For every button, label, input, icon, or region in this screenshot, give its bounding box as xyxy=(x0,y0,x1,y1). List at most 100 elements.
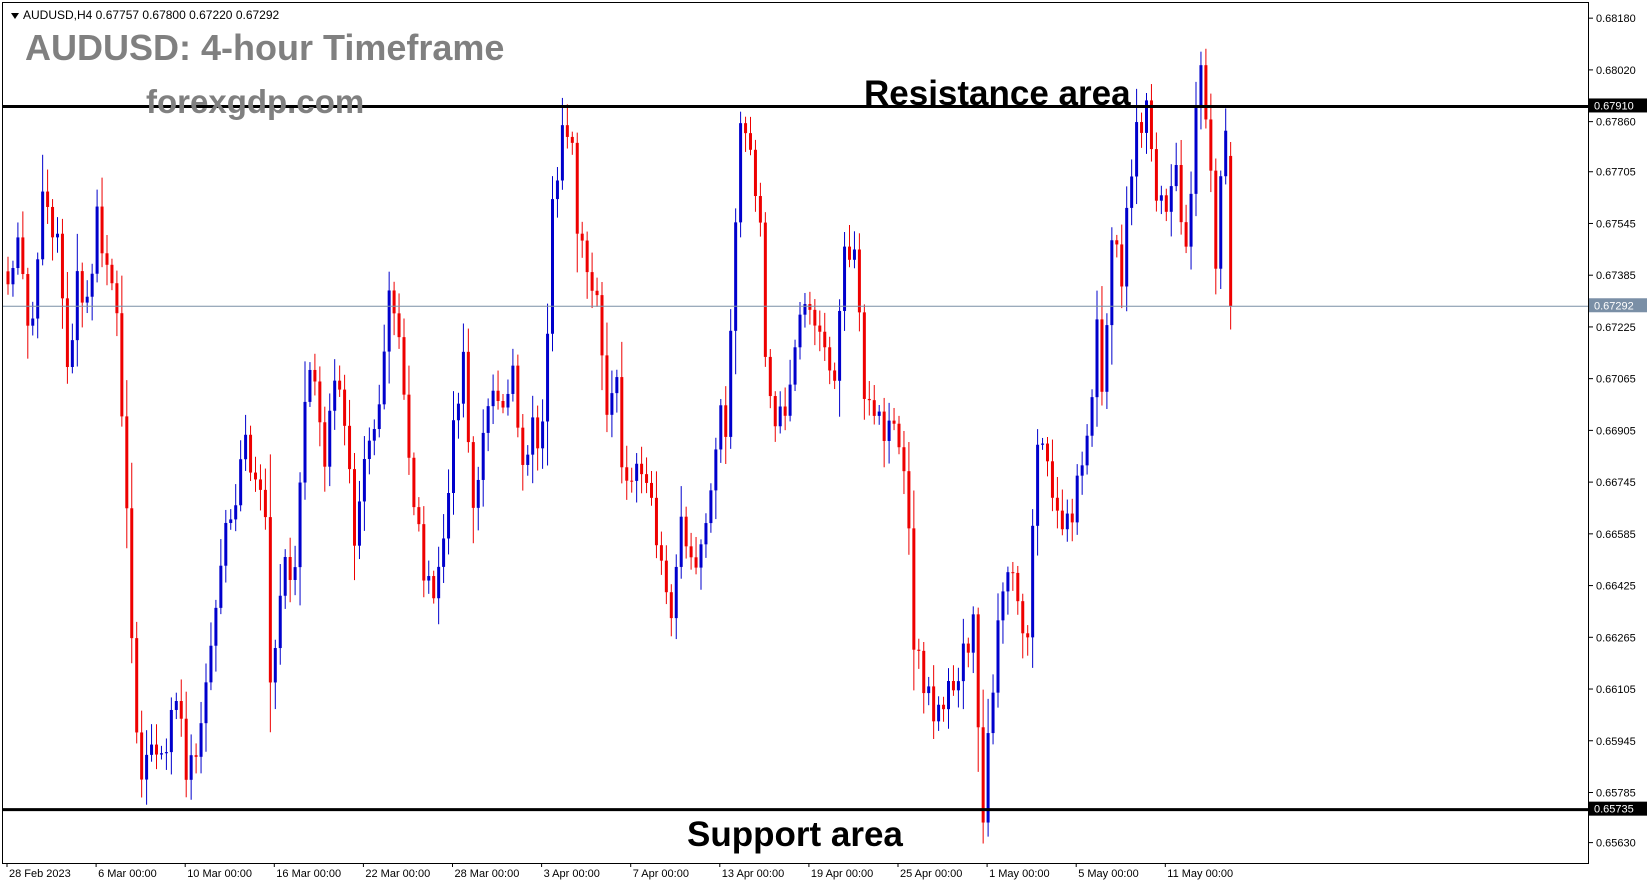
candle xyxy=(1050,439,1054,512)
candle xyxy=(580,221,584,258)
candle xyxy=(65,272,69,384)
candle xyxy=(749,116,752,156)
candle xyxy=(981,689,985,844)
candle-body xyxy=(105,253,109,265)
candle xyxy=(818,310,822,352)
candle-body xyxy=(575,142,579,234)
candle xyxy=(164,738,168,770)
candle-body xyxy=(753,149,757,197)
candle xyxy=(397,293,401,349)
candle-body xyxy=(1154,149,1158,201)
candle xyxy=(511,348,515,402)
candle-body xyxy=(951,681,955,691)
price-tick-label: 0.67705 xyxy=(1596,167,1636,179)
candle-body xyxy=(169,709,173,753)
candle-body xyxy=(823,331,827,348)
candle xyxy=(986,698,990,837)
candle-body xyxy=(630,480,634,482)
candle xyxy=(288,537,292,603)
candle-body xyxy=(744,123,748,134)
candle-body xyxy=(254,472,257,480)
candle xyxy=(343,374,347,446)
resistance-area-label: Resistance area xyxy=(864,74,1131,113)
candle xyxy=(575,132,579,273)
candle-body xyxy=(956,681,960,691)
candle xyxy=(506,379,510,416)
candle-body xyxy=(209,645,213,683)
candle-body xyxy=(1130,176,1134,208)
candle-body xyxy=(565,125,569,137)
candle xyxy=(699,539,703,590)
candle-body xyxy=(184,718,188,780)
candle-body xyxy=(16,237,20,269)
candle-body xyxy=(407,394,411,458)
candle-body xyxy=(214,607,218,646)
candle xyxy=(650,470,653,506)
candle xyxy=(1169,164,1173,237)
candle xyxy=(892,407,896,431)
candle xyxy=(273,639,277,710)
candle xyxy=(595,277,599,307)
candle xyxy=(645,457,649,494)
candle xyxy=(115,270,119,337)
candle-body xyxy=(848,246,851,260)
candle-body xyxy=(610,393,614,415)
candle xyxy=(333,359,337,430)
candle-body xyxy=(1105,325,1109,392)
candle-body xyxy=(551,199,554,334)
time-tick-label: 11 May 00:00 xyxy=(1167,868,1233,880)
candle-body xyxy=(674,566,678,619)
candle-body xyxy=(110,264,114,284)
candle-body xyxy=(650,482,653,498)
candle xyxy=(70,323,74,374)
level-price-tag-box xyxy=(1589,801,1647,816)
candle xyxy=(1095,290,1099,427)
candle xyxy=(783,387,787,431)
candle xyxy=(1031,509,1035,668)
chart-plot-area[interactable]: AUDUSD,H4 0.67757 0.67800 0.67220 0.6729… xyxy=(2,2,1589,864)
caret-down-icon xyxy=(11,12,19,19)
candle-body xyxy=(1085,435,1089,466)
candle-body xyxy=(1036,444,1040,526)
candle-body xyxy=(803,304,807,315)
candle xyxy=(570,131,574,155)
candle-body xyxy=(867,398,871,401)
candle-body xyxy=(402,337,406,395)
candle xyxy=(897,415,901,455)
candle-body xyxy=(417,507,421,525)
time-axis[interactable]: 28 Feb 2023 6 Mar 00:00 10 Mar 00:00 16 Mar… xyxy=(2,864,1649,884)
candle-body xyxy=(1060,510,1064,530)
candle xyxy=(1065,499,1069,542)
candle xyxy=(823,312,827,361)
candle xyxy=(21,211,25,280)
candle xyxy=(828,336,832,385)
candle xyxy=(536,405,540,471)
candle xyxy=(1090,389,1094,447)
candle-body xyxy=(966,643,970,653)
price-axis[interactable]: 0.68180 0.68020 0.67860 0.67705 0.67545 0.673… xyxy=(1589,2,1649,864)
candle-body xyxy=(437,566,441,599)
candle xyxy=(1140,112,1144,148)
candle xyxy=(105,235,109,286)
candle-body xyxy=(1016,572,1020,602)
candle-body xyxy=(813,309,817,326)
candle-body xyxy=(887,420,891,441)
candle-body xyxy=(476,479,480,508)
candle xyxy=(565,104,569,149)
level-price-tag-text: 0.67910 xyxy=(1594,100,1634,112)
candle xyxy=(249,425,253,482)
candle xyxy=(1125,186,1129,312)
candle-body xyxy=(1031,525,1035,638)
price-tick-label: 0.66425 xyxy=(1596,581,1636,593)
candle xyxy=(219,539,223,615)
candle-body xyxy=(348,425,352,470)
candle-body xyxy=(303,401,307,483)
candle xyxy=(516,354,520,438)
candle xyxy=(1075,464,1079,535)
candle xyxy=(1006,566,1010,615)
candle-body xyxy=(80,271,84,303)
candle xyxy=(244,414,248,471)
candle-body xyxy=(268,517,272,683)
candle xyxy=(1110,227,1114,365)
candle-body xyxy=(382,351,386,405)
